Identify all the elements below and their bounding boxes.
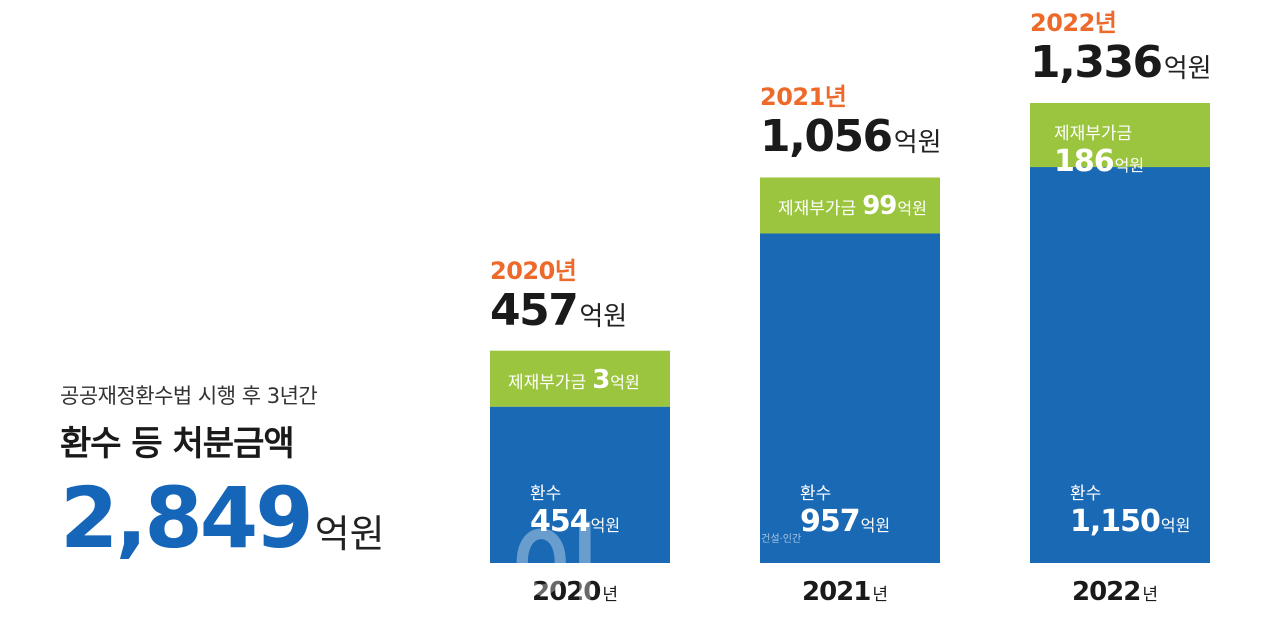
year-label-2020: 2020년: [490, 256, 577, 285]
x-tick-unit-2022: 년: [1142, 585, 1158, 605]
surcharge-name-2022: 제재부가금: [1054, 124, 1133, 144]
year-label-2022: 2022년: [1030, 9, 1117, 37]
refund-unit-2021: 억원: [860, 516, 891, 535]
surcharge-value-2022: 186: [1054, 144, 1115, 179]
x-tick-value-2022: 2022: [1072, 577, 1141, 607]
bars-svg: [490, 103, 1210, 563]
surcharge-label-2022: 제재부가금 186억원: [1054, 119, 1144, 179]
bar-refund-2021: [760, 233, 940, 563]
total-unit-2022: 억원: [1163, 54, 1212, 84]
refund-label-2022: 환수 1,150억원: [1070, 479, 1190, 539]
x-tick-value-2021: 2021: [802, 577, 871, 607]
surcharge-unit-2021: 억원: [897, 199, 927, 219]
surcharge-label-2020: 제재부가금 3억원: [508, 365, 640, 395]
total-unit-2020: 억원: [579, 301, 628, 332]
year-label-2021: 2021년: [760, 83, 847, 112]
bar-refund-2022: [1030, 167, 1210, 563]
surcharge-value-2020: 3: [592, 364, 610, 395]
total-value-2022: 1,336: [1030, 37, 1163, 88]
total-value-2020: 457: [490, 284, 579, 336]
surcharge-unit-2022: 억원: [1114, 156, 1145, 175]
refund-unit-2022: 억원: [1160, 516, 1191, 535]
x-tick-value-2020: 2020: [532, 577, 601, 607]
x-tick-2020: 2020 년: [532, 577, 618, 607]
refund-value-2022: 1,150: [1070, 504, 1161, 539]
total-label-2022: 1,336억원: [1030, 37, 1212, 88]
bar-refund-2020: [490, 406, 670, 563]
bar-surcharge-2020: [490, 350, 670, 407]
refund-value-2021: 957: [800, 504, 861, 539]
summary-title: 환수 등 처분금액: [60, 424, 295, 464]
x-tick-2021: 2021 년: [802, 577, 888, 607]
x-tick-unit-2021: 년: [872, 585, 888, 605]
summary-block: 공공재정환수법 시행 후 3년간 환수 등 처분금액 2,849 억원: [60, 380, 385, 567]
refund-name-2021: 환수: [800, 484, 832, 504]
bar-surcharge-2022: [1030, 103, 1210, 168]
surcharge-label-2021: 제재부가금 99억원: [778, 191, 927, 221]
total-label-2020: 457억원: [490, 285, 627, 336]
summary-total-value: 2,849: [60, 469, 314, 567]
surcharge-name-2021: 제재부가금: [778, 199, 857, 220]
refund-unit-2020: 억원: [590, 516, 621, 535]
total-unit-2021: 억원: [893, 128, 942, 159]
surcharge-name-2020: 제재부가금: [508, 372, 587, 393]
surcharge-value-2021: 99: [862, 191, 897, 222]
x-tick-unit-2020: 년: [602, 585, 618, 605]
refund-name-2020: 환수: [530, 484, 562, 504]
summary-total: 2,849 억원: [60, 469, 385, 567]
summary-total-unit: 억원: [314, 512, 385, 556]
summary-subtitle: 공공재정환수법 시행 후 3년간: [60, 384, 318, 408]
refund-label-2021: 환수 957억원: [800, 479, 890, 539]
surcharge-unit-2020: 억원: [610, 372, 640, 392]
refund-label-2020: 환수 454억원: [530, 479, 620, 539]
total-value-2021: 1,056: [760, 111, 893, 163]
refund-name-2022: 환수: [1070, 484, 1102, 504]
x-tick-2022: 2022 년: [1072, 577, 1158, 607]
bar-surcharge-2021: [760, 177, 940, 234]
refund-value-2020: 454: [530, 504, 591, 539]
total-label-2021: 1,056억원: [760, 111, 942, 162]
